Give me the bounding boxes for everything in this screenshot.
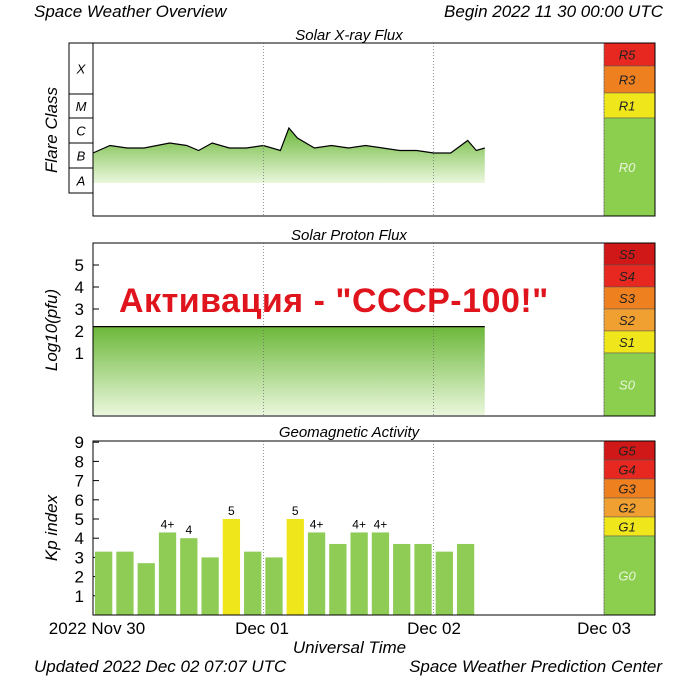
footer-center: Space Weather Prediction Center: [409, 657, 662, 676]
xray-flux-area: [93, 128, 485, 183]
kp-ytick-label: 1: [75, 587, 84, 606]
s-scale-label: S3: [619, 291, 636, 306]
header-title: Space Weather Overview: [34, 2, 227, 21]
kp-bar-label: 4+: [352, 517, 366, 531]
proton-title: Solar Proton Flux: [291, 227, 407, 244]
xray-flux-line: [92, 126, 485, 154]
kp-bar: [95, 551, 113, 615]
x-tick-label: Dec 01: [235, 619, 289, 638]
kp-bar: [222, 519, 241, 615]
kp-bar: [286, 519, 304, 615]
kp-bar: [137, 563, 155, 615]
g-scale-label: G2: [618, 501, 636, 516]
flare-class-label: X: [76, 62, 87, 77]
xray-ylabel: Flare Class: [42, 87, 61, 173]
kp-ytick-label: 6: [75, 491, 84, 510]
kp-bar: [265, 557, 283, 615]
xray-plot-frame: [92, 42, 656, 217]
kp-title: Geomagnetic Activity: [279, 424, 421, 441]
kp-bar: [435, 551, 453, 615]
s-scale-block: [603, 352, 656, 417]
kp-ytick-label: 8: [75, 452, 84, 471]
x-axis-title: Universal Time: [292, 638, 407, 657]
g-scale-label: G1: [618, 520, 635, 535]
x-tick-label: Dec 02: [407, 619, 461, 638]
kp-bar: [414, 543, 432, 615]
kp-ylabel: Kp index: [42, 494, 61, 561]
flare-class-label: C: [76, 124, 86, 139]
kp-bar-label: 5: [292, 504, 299, 518]
kp-bar-label: 4+: [161, 517, 175, 531]
kp-ytick-label: 7: [75, 472, 84, 491]
footer-updated: Updated 2022 Dec 02 07:07 UTC: [34, 657, 287, 676]
s-scale-label: S1: [619, 335, 635, 350]
xray-border: [92, 42, 656, 217]
s-scale-label: S0: [619, 378, 636, 393]
proton-flux-area: [93, 326, 485, 415]
flare-class-label: A: [76, 174, 86, 189]
overlay-caption: Активация - "СССР-100!": [119, 282, 549, 320]
kp-bar: [329, 543, 347, 615]
kp-border: [92, 440, 656, 616]
x-tick-label: 2022 Nov 30: [49, 619, 145, 638]
kp-bar: [180, 538, 198, 615]
kp-bar: [307, 532, 326, 615]
kp-ytick-label: 9: [75, 433, 84, 452]
proton-ytick-label: 5: [75, 256, 84, 275]
g-scale-label: G0: [618, 569, 636, 584]
kp-bar-label: 4+: [310, 517, 324, 531]
proton-ytick-label: 2: [75, 322, 84, 341]
r-scale-label: R0: [619, 160, 636, 175]
flare-class-label: B: [77, 149, 86, 164]
kp-bar: [350, 532, 368, 615]
flare-class-label: M: [76, 99, 87, 114]
g-scale-label: G5: [618, 444, 636, 459]
kp-bar: [201, 557, 219, 615]
proton-ytick-label: 4: [75, 278, 84, 297]
kp-bar: [456, 543, 475, 615]
kp-bar: [393, 543, 411, 615]
header-begin-time: Begin 2022 11 30 00:00 UTC: [444, 2, 663, 21]
s-scale-label: S2: [619, 313, 636, 328]
r-scale-label: R3: [619, 73, 636, 88]
r-scale-label: R5: [619, 48, 636, 63]
g-scale-label: G4: [618, 463, 635, 478]
kp-bar-label: 5: [228, 504, 235, 518]
proton-ytick-label: 3: [75, 300, 84, 319]
kp-bar: [371, 532, 390, 615]
proton-border: [92, 242, 656, 417]
kp-ytick-label: 2: [75, 568, 84, 587]
x-tick-label: Dec 03: [577, 619, 631, 638]
kp-ytick-label: 4: [75, 529, 84, 548]
kp-bar: [158, 532, 177, 615]
proton-ylabel: Log10(pfu): [42, 289, 61, 371]
xray-title: Solar X-ray Flux: [295, 27, 403, 44]
kp-bar-label: 4+: [374, 517, 388, 531]
kp-ytick-label: 5: [75, 510, 84, 529]
kp-bar-label: 4: [185, 523, 192, 537]
s-scale-label: S4: [619, 269, 635, 284]
r-scale-label: R1: [619, 99, 636, 114]
kp-ytick-label: 3: [75, 548, 84, 567]
kp-bar: [244, 551, 262, 615]
s-scale-label: S5: [619, 247, 636, 262]
proton-ytick-label: 1: [75, 344, 84, 363]
kp-bar: [116, 551, 134, 615]
g-scale-label: G3: [618, 482, 636, 497]
